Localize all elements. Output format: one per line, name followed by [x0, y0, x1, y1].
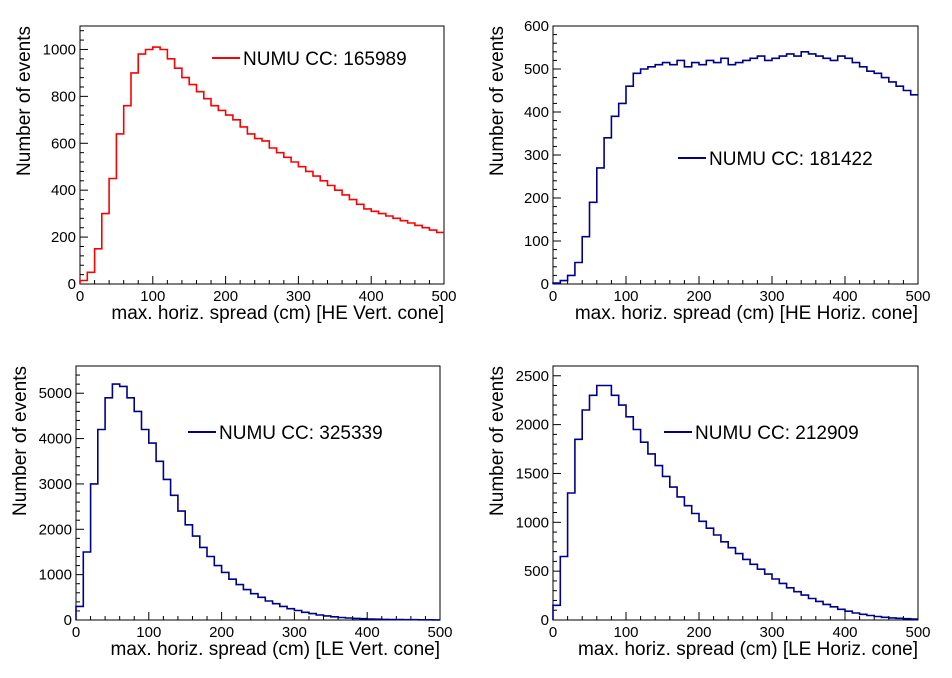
plot-frame — [552, 365, 919, 621]
x-tick-label: 400 — [832, 624, 857, 641]
histogram-series-line — [75, 383, 440, 621]
x-tick-label: 300 — [286, 288, 311, 305]
y-tick-label: 3000 — [39, 476, 72, 493]
y-tick-label: 200 — [51, 229, 76, 246]
x-tick-label: 0 — [549, 288, 557, 305]
chart-panel-top-left: 0 100 200 300 400 500 0 200 400 600 800 1000 max. ho… — [14, 25, 457, 324]
legend: NUMU CC: 181422 — [678, 149, 873, 170]
x-axis-label: max. horiz. spread (cm) [HE Horiz. cone] — [575, 303, 918, 324]
x-tick-label: 500 — [431, 288, 456, 305]
x-tick-label: 400 — [355, 624, 380, 641]
x-tick-label: 100 — [140, 288, 165, 305]
x-tick-label: 300 — [759, 288, 784, 305]
x-tick-label: 0 — [549, 624, 557, 641]
x-tick-label: 200 — [686, 288, 711, 305]
y-tick-label: 200 — [524, 190, 549, 207]
y-axis-label: Number of events — [487, 366, 508, 516]
y-tick-label: 4000 — [39, 431, 72, 448]
y-tick-label: 5000 — [39, 385, 72, 402]
chart-panel-bottom-right: 0 100 200 300 400 500 0 500 1000 1500 2000 2500 max.… — [487, 365, 931, 660]
y-tick-label: 600 — [524, 18, 549, 35]
x-tick-label: 0 — [72, 624, 80, 641]
x-tick-label: 300 — [759, 624, 784, 641]
y-tick-label: 1000 — [516, 514, 549, 531]
x-axis-label: max. horiz. spread (cm) [HE Vert. cone] — [111, 303, 444, 324]
x-tick-label: 100 — [136, 624, 161, 641]
y-tick-label: 600 — [51, 135, 76, 152]
legend: NUMU CC: 212909 — [664, 423, 859, 444]
y-tick-label: 2500 — [516, 368, 549, 385]
legend-label: NUMU CC: 181422 — [709, 149, 873, 170]
y-tick-label: 100 — [524, 233, 549, 250]
x-tick-label: 200 — [209, 624, 234, 641]
histogram-series-line — [552, 384, 918, 620]
y-tick-label: 400 — [51, 182, 76, 199]
y-tick-label: 0 — [541, 276, 549, 293]
x-tick-label: 500 — [905, 624, 930, 641]
y-tick-label: 500 — [524, 563, 549, 580]
y-axis-label: Number of events — [14, 26, 35, 176]
x-tick-label: 500 — [905, 288, 930, 305]
x-tick-label: 500 — [427, 624, 452, 641]
y-axis-label: Number of events — [10, 366, 31, 516]
x-tick-label: 100 — [613, 288, 638, 305]
plot-frame — [75, 365, 441, 621]
y-tick-label: 1000 — [43, 41, 76, 58]
legend: NUMU CC: 165989 — [212, 49, 407, 70]
y-tick-label: 800 — [51, 88, 76, 105]
x-tick-label: 300 — [282, 624, 307, 641]
y-tick-label: 300 — [524, 147, 549, 164]
y-axis-label: Number of events — [487, 26, 508, 176]
x-tick-label: 100 — [613, 624, 638, 641]
x-tick-label: 400 — [832, 288, 857, 305]
y-tick-label: 1000 — [39, 567, 72, 584]
legend-label: NUMU CC: 165989 — [243, 49, 407, 70]
y-tick-label: 1500 — [516, 465, 549, 482]
legend-label: NUMU CC: 325339 — [219, 423, 383, 444]
x-tick-label: 400 — [359, 288, 384, 305]
x-tick-label: 0 — [76, 288, 84, 305]
legend-label: NUMU CC: 212909 — [695, 423, 859, 444]
y-tick-label: 2000 — [516, 417, 549, 434]
chart-panel-top-right: 0 100 200 300 400 500 0 100 200 300 400 500 600 max. … — [487, 18, 931, 324]
y-tick-label: 400 — [524, 104, 549, 121]
histogram-series-line — [79, 46, 444, 284]
legend: NUMU CC: 325339 — [188, 423, 383, 444]
x-axis-label: max. horiz. spread (cm) [LE Vert. cone] — [111, 639, 440, 660]
x-tick-label: 200 — [213, 288, 238, 305]
y-tick-label: 2000 — [39, 521, 72, 538]
chart-panel-bottom-left: 0 100 200 300 400 500010002000300040005000max… — [10, 365, 453, 660]
x-axis-label: max. horiz. spread (cm) [LE Horiz. cone] — [578, 639, 918, 660]
x-tick-label: 200 — [686, 624, 711, 641]
histogram-series-line — [552, 51, 918, 284]
y-tick-label: 0 — [541, 612, 549, 629]
y-tick-label: 0 — [64, 612, 72, 629]
plot-frame — [79, 25, 445, 285]
y-tick-label: 500 — [524, 61, 549, 78]
y-tick-label: 0 — [68, 276, 76, 293]
